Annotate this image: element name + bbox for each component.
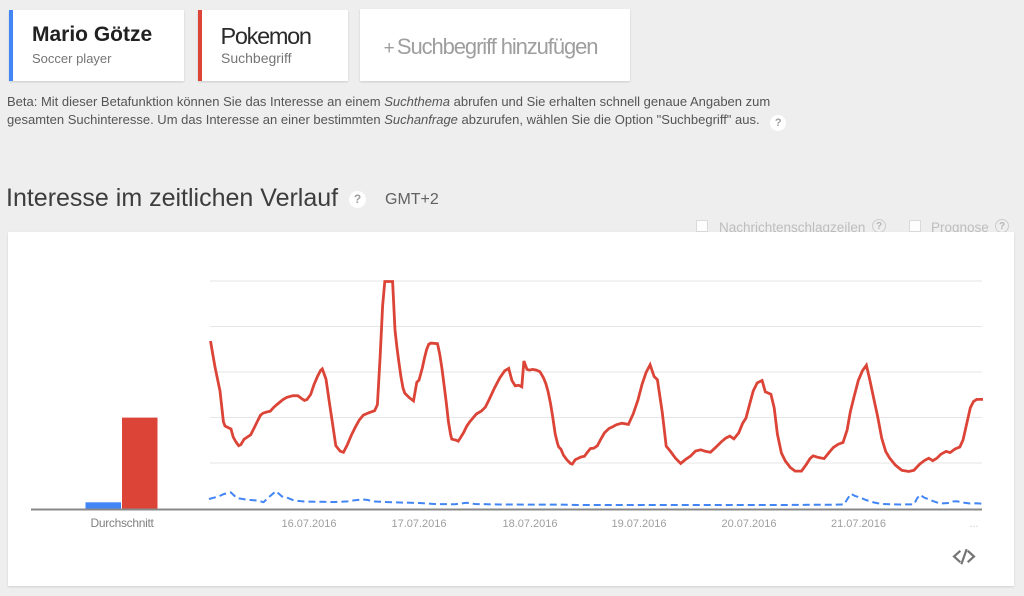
svg-text:21.07.2016: 21.07.2016 <box>831 518 886 530</box>
svg-text:16.07.2016: 16.07.2016 <box>281 518 336 530</box>
svg-text:Durchschnitt: Durchschnitt <box>90 516 154 530</box>
svg-text:...: ... <box>969 518 978 530</box>
svg-text:20.07.2016: 20.07.2016 <box>721 518 776 530</box>
svg-text:19.07.2016: 19.07.2016 <box>611 518 666 530</box>
svg-text:17.07.2016: 17.07.2016 <box>391 518 446 530</box>
svg-text:18.07.2016: 18.07.2016 <box>502 518 557 530</box>
